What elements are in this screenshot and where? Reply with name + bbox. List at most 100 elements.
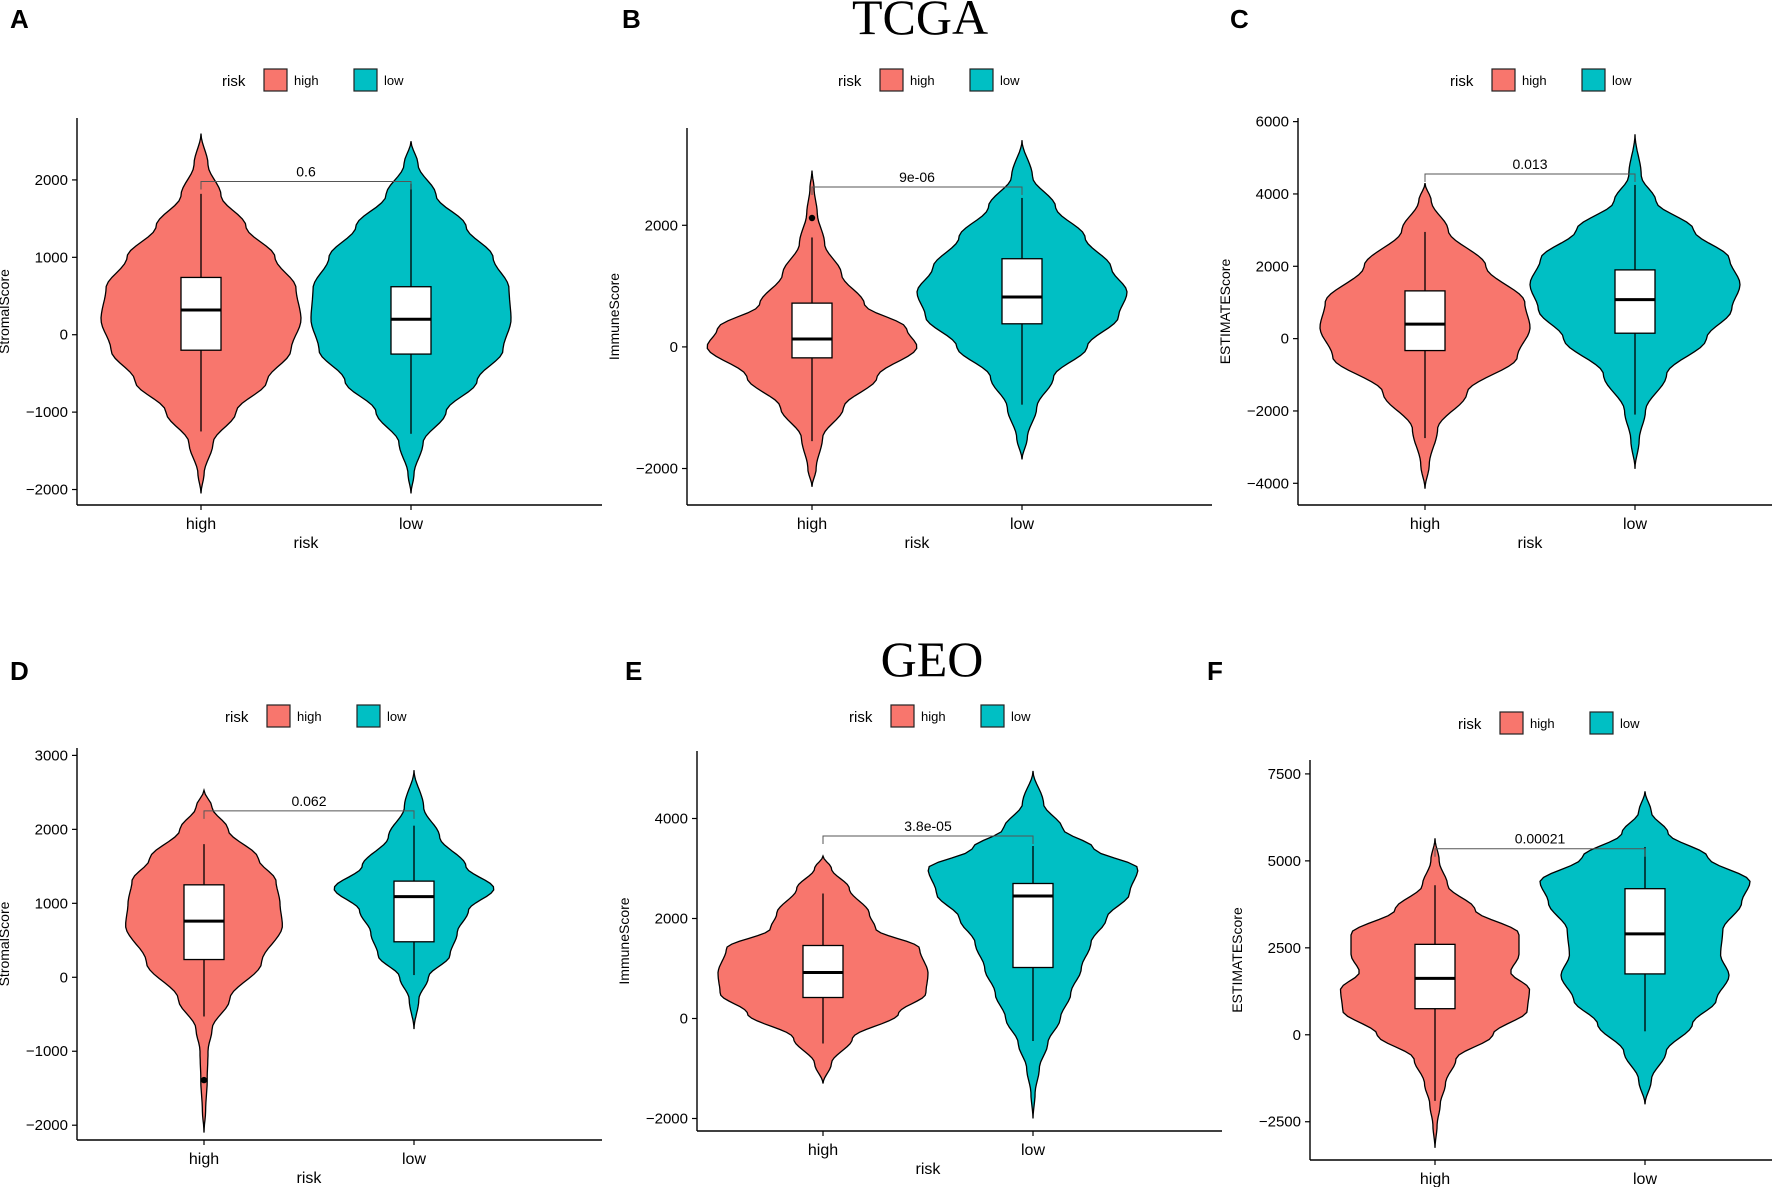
y-axis-title: ESTIMATEScore [1217, 259, 1233, 365]
p-value-label: 9e-06 [899, 169, 935, 185]
legend-swatch-high [1491, 68, 1516, 92]
legend-swatch-low [353, 68, 378, 92]
box-high [791, 302, 833, 359]
violin-low [916, 140, 1128, 460]
y-axis-title: ImmuneScore [606, 273, 622, 360]
box-low [1001, 258, 1043, 325]
box-low [1012, 882, 1054, 969]
violin-low [333, 770, 495, 1030]
x-tick-label: low [1623, 516, 1647, 533]
legend-label-high: high [297, 709, 322, 724]
legend-label-low: low [1011, 709, 1031, 724]
y-tick-label: 5000 [1268, 853, 1301, 870]
y-axis-title: StromalScore [0, 901, 12, 986]
violin-high [706, 170, 918, 487]
legend-label-low: low [384, 73, 404, 88]
violin-high [125, 788, 283, 1133]
y-tick-label: −2000 [26, 1117, 68, 1134]
significance-bracket [203, 810, 415, 819]
legend: risk high low [838, 68, 1020, 92]
outlier-point [200, 1076, 208, 1084]
y-tick-label: 0 [1281, 331, 1289, 348]
significance-bracket [822, 835, 1034, 844]
panel-label: B [622, 4, 641, 34]
legend-title: risk [222, 73, 246, 90]
legend-swatch-low [356, 704, 381, 728]
legend-label-low: low [1620, 716, 1640, 731]
box-high [802, 944, 844, 999]
legend-title: risk [225, 709, 249, 726]
x-axis-title: risk [294, 535, 320, 552]
x-axis-title: risk [916, 1161, 942, 1178]
box-high [1414, 943, 1456, 1010]
x-tick-label: high [186, 516, 216, 533]
y-axis-title: ESTIMATEScore [1229, 907, 1245, 1013]
legend-label-low: low [1000, 73, 1020, 88]
y-tick-label: 4000 [1256, 186, 1289, 203]
box-high [1404, 290, 1446, 352]
y-tick-label: 2000 [655, 911, 688, 928]
x-tick-label: high [189, 1151, 219, 1168]
y-tick-label: 3000 [35, 747, 68, 764]
y-tick-label: 0 [60, 327, 68, 344]
legend-label-high: high [910, 73, 935, 88]
y-axis-title: StromalScore [0, 269, 12, 354]
box-high [180, 276, 222, 351]
violin-high [1319, 182, 1531, 489]
panel-label: E [625, 656, 642, 686]
x-axis-title: risk [297, 1170, 323, 1187]
x-tick-label: low [1021, 1142, 1045, 1159]
x-tick-label: high [1410, 516, 1440, 533]
outlier-point [808, 214, 816, 222]
legend-title: risk [849, 709, 873, 726]
y-tick-label: 1000 [35, 249, 68, 266]
legend-swatch-high [1499, 711, 1524, 735]
geo-heading: GEO [880, 631, 984, 687]
x-axis-title: risk [1518, 535, 1544, 552]
legend: risk high low [1458, 711, 1640, 735]
legend-swatch-high [263, 68, 288, 92]
x-tick-label: low [399, 516, 423, 533]
legend-swatch-high [890, 704, 915, 728]
p-value-label: 0.013 [1512, 156, 1547, 172]
y-tick-label: 2000 [1256, 258, 1289, 275]
legend-label-low: low [387, 709, 407, 724]
legend: risk high low [849, 704, 1031, 728]
legend-label-low: low [1612, 73, 1632, 88]
y-tick-label: 6000 [1256, 114, 1289, 131]
legend-swatch-high [266, 704, 291, 728]
y-axis-title: ImmuneScore [616, 897, 632, 984]
y-tick-label: −1000 [26, 1043, 68, 1060]
significance-bracket [1424, 173, 1636, 183]
y-tick-label: 2000 [645, 217, 678, 234]
legend-title: risk [1450, 73, 1474, 90]
y-tick-label: 0 [60, 969, 68, 986]
box-low [1624, 888, 1666, 975]
y-tick-label: −1000 [26, 404, 68, 421]
y-tick-label: 0 [670, 339, 678, 356]
significance-bracket [1434, 848, 1646, 857]
panel-label: F [1207, 656, 1223, 686]
y-tick-label: −4000 [1247, 475, 1289, 492]
p-value-label: 0.6 [296, 163, 316, 179]
box-low [390, 286, 432, 355]
legend-swatch-low [1581, 68, 1606, 92]
y-tick-label: −2500 [1259, 1114, 1301, 1131]
box-high [183, 884, 225, 961]
y-tick-label: 2500 [1268, 940, 1301, 957]
legend-label-high: high [1530, 716, 1555, 731]
y-tick-label: 1000 [35, 895, 68, 912]
x-tick-label: high [1420, 1171, 1450, 1187]
y-tick-label: 0 [1293, 1027, 1301, 1044]
panel-label: D [10, 656, 29, 686]
legend-swatch-low [1589, 711, 1614, 735]
y-tick-label: 7500 [1268, 766, 1301, 783]
